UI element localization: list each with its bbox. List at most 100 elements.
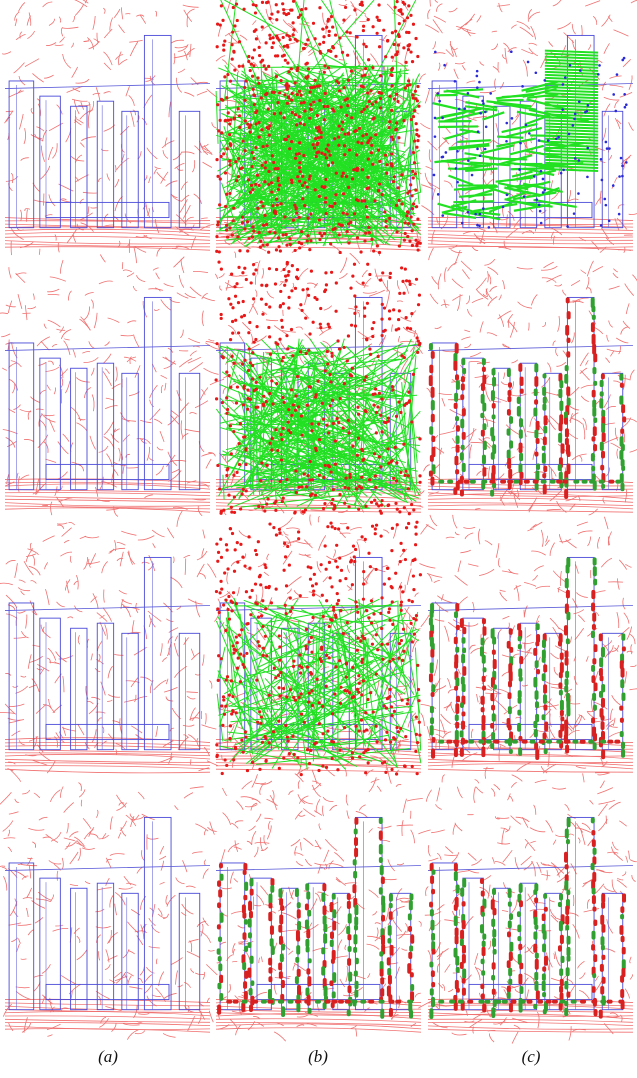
keypoint <box>313 146 316 149</box>
feature-blob <box>519 479 523 485</box>
keypoint <box>296 277 299 280</box>
edge <box>500 590 506 592</box>
feature-blob <box>482 423 486 430</box>
edge <box>222 60 227 65</box>
edge <box>448 263 457 272</box>
keypoint <box>228 159 231 162</box>
keypoint <box>363 108 366 111</box>
keypoint <box>357 691 360 694</box>
keypoint <box>269 37 272 40</box>
keypoint <box>238 65 241 68</box>
edge <box>48 294 60 295</box>
edge <box>203 530 205 539</box>
edge <box>50 277 66 281</box>
keypoint <box>328 326 331 329</box>
keypoint <box>216 607 219 610</box>
keypoint <box>236 561 239 564</box>
keypoint <box>351 583 354 586</box>
keypoint <box>618 213 621 216</box>
keypoint <box>301 434 304 437</box>
edge <box>3 430 18 434</box>
keypoint <box>561 108 564 111</box>
edge <box>558 316 560 332</box>
edge <box>41 625 43 631</box>
keypoint <box>354 600 357 603</box>
keypoint <box>325 26 328 29</box>
keypoint <box>264 68 267 71</box>
keypoint <box>343 144 346 147</box>
edge <box>204 368 219 374</box>
pillar-outline <box>144 35 171 227</box>
keypoint <box>239 422 242 425</box>
keypoint <box>413 633 416 636</box>
match-line <box>272 461 276 501</box>
keypoint <box>404 267 407 270</box>
keypoint <box>267 170 270 173</box>
keypoint <box>249 123 252 126</box>
keypoint <box>317 150 320 153</box>
keypoint <box>463 107 466 110</box>
match-line <box>453 201 494 202</box>
edge <box>40 420 46 430</box>
keypoint <box>362 679 365 682</box>
edge <box>514 217 523 228</box>
edge <box>323 752 326 756</box>
keypoint <box>369 89 372 92</box>
keypoint <box>306 217 309 220</box>
keypoint <box>239 652 242 655</box>
edge <box>364 278 371 288</box>
edge <box>9 267 11 278</box>
feature-blob <box>559 401 563 411</box>
keypoint <box>601 179 604 182</box>
edge <box>404 585 405 593</box>
keypoint <box>399 727 402 730</box>
edge <box>604 104 610 117</box>
edge <box>166 619 173 622</box>
keypoint <box>334 55 337 58</box>
keypoint <box>371 327 374 330</box>
keypoint <box>247 237 250 240</box>
edge <box>216 503 421 506</box>
edge <box>88 206 89 214</box>
keypoint <box>331 45 334 48</box>
feature-blob <box>519 453 523 461</box>
keypoint <box>233 116 236 119</box>
edge <box>135 365 140 377</box>
keypoint <box>253 389 256 392</box>
keypoint <box>232 362 235 365</box>
edge <box>76 378 90 383</box>
edge <box>82 351 90 353</box>
edge <box>439 431 455 435</box>
keypoint <box>354 305 357 308</box>
keypoint <box>284 724 287 727</box>
keypoint <box>215 342 218 345</box>
keypoint <box>299 122 302 125</box>
keypoint <box>323 105 326 108</box>
edge <box>442 398 445 406</box>
keypoint <box>284 555 287 558</box>
edge <box>339 531 345 538</box>
keypoint <box>411 60 414 63</box>
edge <box>421 524 429 534</box>
edge <box>449 8 458 12</box>
keypoint <box>314 37 317 40</box>
keypoint <box>265 400 268 403</box>
keypoint <box>238 463 241 466</box>
edge <box>104 422 114 435</box>
keypoint <box>246 220 249 223</box>
keypoint <box>229 303 232 306</box>
edge <box>469 361 482 363</box>
keypoint <box>233 648 236 651</box>
edge <box>571 280 580 285</box>
keypoint <box>264 635 267 638</box>
edge <box>288 577 301 587</box>
keypoint <box>303 109 306 112</box>
feature-blob <box>431 387 435 398</box>
keypoint <box>402 46 405 49</box>
keypoint <box>279 112 282 115</box>
keypoint <box>324 178 327 181</box>
keypoint <box>378 251 381 254</box>
edge <box>85 536 99 537</box>
keypoint <box>400 354 403 357</box>
edge <box>9 91 24 98</box>
